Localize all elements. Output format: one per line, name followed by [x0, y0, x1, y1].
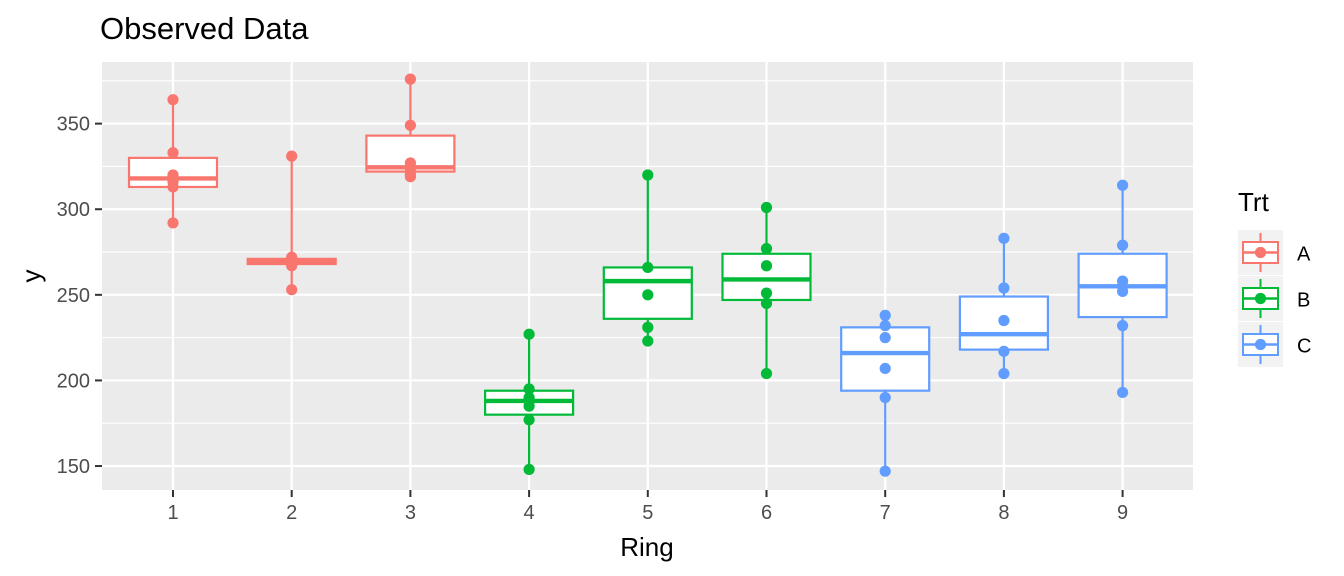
box-ring-9	[1077, 179, 1168, 399]
data-point	[998, 367, 1010, 380]
legend-label: C	[1297, 336, 1311, 358]
data-point	[523, 383, 535, 395]
x-tick-label: 3	[405, 502, 416, 524]
data-point	[286, 260, 298, 272]
data-point	[879, 362, 891, 375]
x-tick-label: 7	[880, 502, 891, 524]
data-point	[879, 465, 891, 477]
legend: Trt A B C	[1238, 187, 1311, 367]
data-point	[760, 287, 773, 299]
data-point	[760, 243, 773, 255]
x-tick-label: 1	[167, 502, 178, 524]
x-tick-label: 8	[998, 502, 1009, 524]
data-point	[879, 332, 891, 344]
data-point	[167, 181, 179, 193]
data-point	[167, 94, 179, 106]
x-axis: 1 2 3 4 5 6 7 8 9	[167, 490, 1128, 524]
data-point	[1117, 239, 1129, 251]
box-layer	[127, 73, 1168, 477]
data-point	[879, 309, 891, 321]
data-point	[642, 321, 654, 333]
data-point	[523, 328, 535, 340]
box-ring-8	[958, 232, 1050, 380]
legend-entry-A: A	[1238, 230, 1311, 275]
x-tick-label: 5	[642, 502, 653, 524]
x-tick-label: 6	[761, 502, 772, 524]
box-ring-5	[602, 169, 693, 347]
data-point	[760, 297, 773, 309]
data-point	[760, 260, 773, 272]
data-point	[286, 150, 298, 162]
box-ring-7	[840, 309, 931, 477]
x-tick-label: 4	[524, 502, 535, 524]
data-point	[1117, 386, 1129, 399]
y-tick-label: 350	[57, 114, 90, 136]
data-point	[523, 463, 535, 476]
data-point	[404, 119, 416, 131]
legend-entry-B: B	[1238, 276, 1310, 321]
y-axis: 150 200 250 300 350	[57, 114, 102, 478]
data-point	[1117, 179, 1129, 191]
box-ring-4	[484, 328, 575, 476]
x-axis-label: Ring	[620, 532, 673, 562]
data-point	[642, 335, 654, 347]
box-ring-1	[127, 94, 219, 229]
legend-key-point	[1254, 246, 1267, 259]
data-point	[998, 314, 1010, 327]
box-ring-6	[721, 201, 812, 380]
data-point	[1117, 285, 1129, 298]
data-point	[404, 73, 416, 85]
y-tick-label: 300	[57, 199, 90, 221]
x-tick-label: 9	[1117, 502, 1128, 524]
data-point	[523, 414, 535, 426]
data-point	[642, 169, 654, 181]
data-point	[998, 282, 1010, 294]
y-tick-label: 200	[57, 370, 90, 392]
x-tick-label: 2	[286, 502, 297, 524]
y-tick-label: 150	[57, 456, 90, 478]
legend-label: B	[1297, 290, 1310, 312]
chart-title: Observed Data	[100, 11, 309, 46]
legend-label: A	[1297, 244, 1311, 266]
data-point	[998, 232, 1010, 244]
legend-title: Trt	[1238, 187, 1270, 217]
y-tick-label: 250	[57, 285, 90, 307]
data-point	[642, 261, 654, 274]
data-point	[167, 147, 179, 159]
data-point	[879, 391, 891, 404]
data-point	[286, 284, 298, 296]
data-point	[760, 367, 773, 380]
data-point	[642, 289, 654, 301]
y-axis-label: y	[16, 270, 46, 283]
data-point	[1117, 320, 1129, 332]
legend-entry-C: C	[1238, 322, 1311, 367]
box-ring-3	[365, 73, 456, 183]
data-point	[879, 320, 891, 332]
data-point	[404, 171, 416, 183]
legend-key-point	[1254, 292, 1267, 305]
legend-key-point	[1254, 338, 1267, 351]
data-point	[167, 217, 179, 229]
box-ring-2	[246, 150, 337, 296]
data-point	[998, 345, 1010, 357]
data-point	[760, 201, 773, 214]
data-point	[523, 400, 535, 412]
